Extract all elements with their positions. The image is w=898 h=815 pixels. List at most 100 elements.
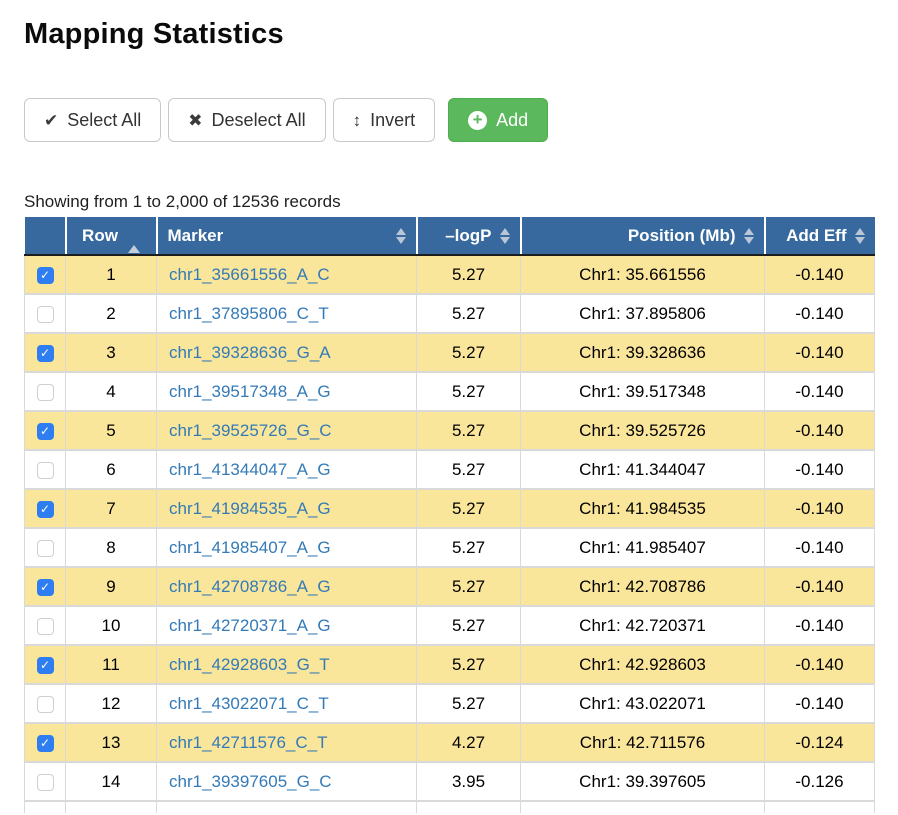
addeff-value: -0.140 [764, 644, 875, 685]
addeff-value: -0.140 [764, 293, 875, 334]
marker-link[interactable]: chr1_43022071_C_T [169, 693, 329, 713]
position-value: Chr1: 39.397605 [520, 761, 765, 802]
plus-circle-icon: + [468, 110, 488, 130]
add-button[interactable]: + Add [448, 98, 549, 142]
checkbox-cell [24, 449, 66, 490]
marker-link[interactable]: chr1_39328636_G_A [169, 342, 331, 362]
logp-value: 4.27 [416, 722, 521, 763]
position-value: Chr1: 42.711576 [520, 722, 765, 763]
addeff-value: -0.140 [764, 332, 875, 373]
header-checkbox-column [24, 217, 66, 256]
table-row: 4 chr1_39517348_A_G 5.27 Chr1: 39.517348… [24, 371, 875, 412]
row-number: 6 [65, 449, 157, 490]
addeff-value: -0.140 [764, 605, 875, 646]
header-marker-label: Marker [167, 225, 224, 245]
marker-cell: chr1_42720371_A_G [156, 605, 417, 646]
row-checkbox[interactable]: ✓ [36, 422, 54, 440]
invert-button[interactable]: ↕ Invert [332, 98, 436, 142]
checkbox-cell: ✓ [24, 332, 66, 373]
invert-label: Invert [370, 109, 416, 130]
sort-icon [854, 227, 865, 244]
logp-value: 5.27 [416, 488, 521, 529]
marker-link[interactable]: chr1_41985407_A_G [169, 537, 331, 557]
x-icon: ✖ [188, 110, 203, 130]
marker-link[interactable]: chr1_39397605_G_C [169, 771, 332, 791]
header-add-eff-label: Add Eff [786, 225, 847, 245]
row-checkbox[interactable] [36, 617, 54, 635]
table-body: ✓ 1 chr1_35661556_A_C 5.27 Chr1: 35.6615… [24, 254, 875, 813]
marker-link[interactable]: chr1_42720371_A_G [169, 615, 331, 635]
sort-icon [499, 227, 510, 244]
sort-ascending-icon [127, 225, 140, 253]
header-marker[interactable]: Marker [155, 217, 417, 256]
marker-cell: chr1_42711576_C_T [156, 722, 417, 763]
row-checkbox[interactable] [36, 695, 54, 713]
logp-value: 5.27 [416, 371, 521, 412]
checkbox-cell [24, 683, 66, 724]
marker-link[interactable]: chr1_42708786_A_G [169, 576, 331, 596]
row-checkbox[interactable] [36, 305, 54, 323]
logp-value: 5.27 [416, 566, 521, 607]
table-row: 2 chr1_37895806_C_T 5.27 Chr1: 37.895806… [24, 293, 875, 334]
checkbox-cell: ✓ [24, 410, 66, 451]
row-checkbox[interactable] [36, 773, 54, 791]
marker-cell: chr1_42928603_G_T [156, 644, 417, 685]
position-value: Chr1: 43.022071 [520, 683, 765, 724]
addeff-value: -0.140 [764, 488, 875, 529]
checkbox-cell [24, 761, 66, 802]
row-checkbox[interactable] [36, 539, 54, 557]
checkbox-cell: ✓ [24, 644, 66, 685]
row-number: 14 [65, 761, 157, 802]
position-value: Chr1: 39.328636 [520, 332, 765, 373]
marker-link[interactable]: chr1_35661556_A_C [169, 264, 330, 284]
row-number: 1 [65, 254, 157, 295]
marker-link[interactable]: chr1_39525726_G_C [169, 420, 332, 440]
marker-cell: chr1_43022071_C_T [156, 683, 417, 724]
checkbox-cell [24, 527, 66, 568]
header-add-eff[interactable]: Add Eff [763, 217, 875, 256]
marker-cell: chr1_41984535_A_G [156, 488, 417, 529]
logp-value: 5.27 [416, 449, 521, 490]
checkbox-cell: ✓ [24, 254, 66, 295]
logp-value: 5.27 [416, 293, 521, 334]
marker-cell: chr1_37895806_C_T [156, 293, 417, 334]
position-value: Chr1: 41.984535 [520, 488, 765, 529]
position-value: Chr1: 42.708786 [520, 566, 765, 607]
marker-link[interactable]: chr1_42928603_G_T [169, 654, 330, 674]
marker-link[interactable]: chr1_39517348_A_G [169, 381, 331, 401]
row-checkbox[interactable] [36, 383, 54, 401]
row-checkbox[interactable]: ✓ [36, 344, 54, 362]
row-number: 11 [65, 644, 157, 685]
marker-link[interactable]: chr1_41984535_A_G [169, 498, 331, 518]
marker-link[interactable]: chr1_42711576_C_T [169, 732, 328, 752]
addeff-value: -0.126 [764, 761, 875, 802]
add-label: Add [496, 109, 529, 130]
records-summary: Showing from 1 to 2,000 of 12536 records [24, 192, 341, 211]
marker-cell: chr1_39328636_G_A [156, 332, 417, 373]
header-logp[interactable]: –logP [415, 217, 521, 256]
position-value: Chr1: 42.720371 [520, 605, 765, 646]
toolbar: ✔ Select All ✖ Deselect All ↕ Invert + A… [24, 98, 874, 142]
deselect-all-button[interactable]: ✖ Deselect All [168, 98, 326, 142]
row-checkbox[interactable]: ✓ [36, 734, 54, 752]
row-number: 5 [65, 410, 157, 451]
marker-link[interactable]: chr1_41344047_A_G [169, 459, 331, 479]
addeff-value: -0.140 [764, 566, 875, 607]
table-row-partial [24, 800, 875, 813]
mapping-statistics-table: Row Marker –logP [24, 217, 875, 813]
marker-cell: chr1_39397605_G_C [156, 761, 417, 802]
row-checkbox[interactable] [36, 461, 54, 479]
row-checkbox[interactable]: ✓ [36, 266, 54, 284]
sort-icon [743, 227, 754, 244]
marker-cell: chr1_35661556_A_C [156, 254, 417, 295]
select-all-button[interactable]: ✔ Select All [24, 98, 162, 142]
header-row[interactable]: Row [64, 217, 157, 256]
row-checkbox[interactable]: ✓ [36, 578, 54, 596]
row-checkbox[interactable]: ✓ [36, 656, 54, 674]
page-title: Mapping Statistics [24, 18, 284, 50]
row-checkbox[interactable]: ✓ [36, 500, 54, 518]
table-header-row: Row Marker –logP [24, 217, 875, 256]
header-position[interactable]: Position (Mb) [519, 217, 765, 256]
marker-link[interactable]: chr1_37895806_C_T [169, 303, 329, 323]
position-value: Chr1: 37.895806 [520, 293, 765, 334]
